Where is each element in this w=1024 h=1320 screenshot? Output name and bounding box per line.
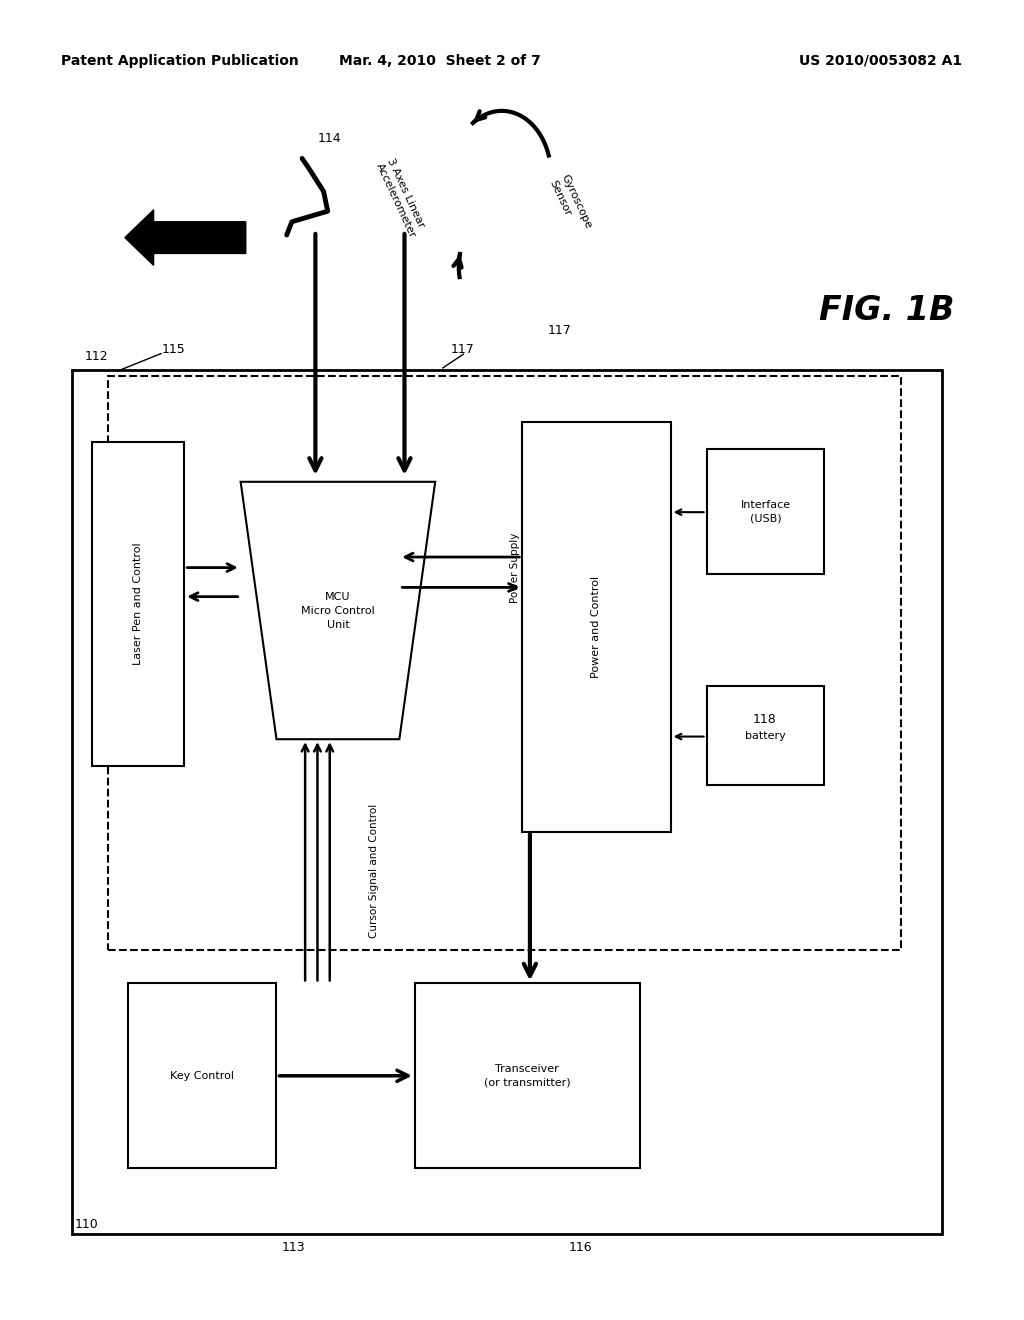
Bar <box>72 370 942 1234</box>
Text: 118: 118 <box>753 713 776 726</box>
Text: Mar. 4, 2010  Sheet 2 of 7: Mar. 4, 2010 Sheet 2 of 7 <box>339 54 542 67</box>
Bar <box>128 983 276 1168</box>
Text: 115: 115 <box>162 343 185 356</box>
Bar <box>522 422 671 832</box>
Text: battery: battery <box>745 731 785 741</box>
Polygon shape <box>241 482 435 739</box>
FancyArrow shape <box>125 210 246 265</box>
Text: 113: 113 <box>282 1241 305 1254</box>
Text: 117: 117 <box>548 323 571 337</box>
Text: 112: 112 <box>85 350 109 363</box>
Text: 3 Axes Linear
Accelerometer: 3 Axes Linear Accelerometer <box>374 157 428 239</box>
Text: US 2010/0053082 A1: US 2010/0053082 A1 <box>800 54 963 67</box>
Text: 117: 117 <box>451 343 474 356</box>
Text: Laser Pen and Control: Laser Pen and Control <box>133 543 143 665</box>
Bar <box>415 983 640 1168</box>
Text: MCU
Micro Control
Unit: MCU Micro Control Unit <box>301 591 375 630</box>
Text: 110: 110 <box>75 1218 98 1232</box>
Text: 114: 114 <box>317 132 341 145</box>
Bar <box>92 442 184 766</box>
Text: FIG. 1B: FIG. 1B <box>819 293 954 326</box>
Bar <box>108 376 901 950</box>
Text: Power and Control: Power and Control <box>592 576 601 678</box>
Text: 116: 116 <box>568 1241 592 1254</box>
Text: Cursor Signal and Control: Cursor Signal and Control <box>369 804 379 939</box>
Text: Key Control: Key Control <box>170 1071 234 1081</box>
Text: Interface
(USB): Interface (USB) <box>740 500 791 523</box>
Text: Transceiver
(or transmitter): Transceiver (or transmitter) <box>484 1064 570 1088</box>
Text: Power Supply: Power Supply <box>510 532 520 603</box>
Bar <box>707 686 824 785</box>
Bar <box>707 449 824 574</box>
Text: Gyroscope
Sensor: Gyroscope Sensor <box>548 173 593 236</box>
Text: Patent Application Publication: Patent Application Publication <box>61 54 299 67</box>
